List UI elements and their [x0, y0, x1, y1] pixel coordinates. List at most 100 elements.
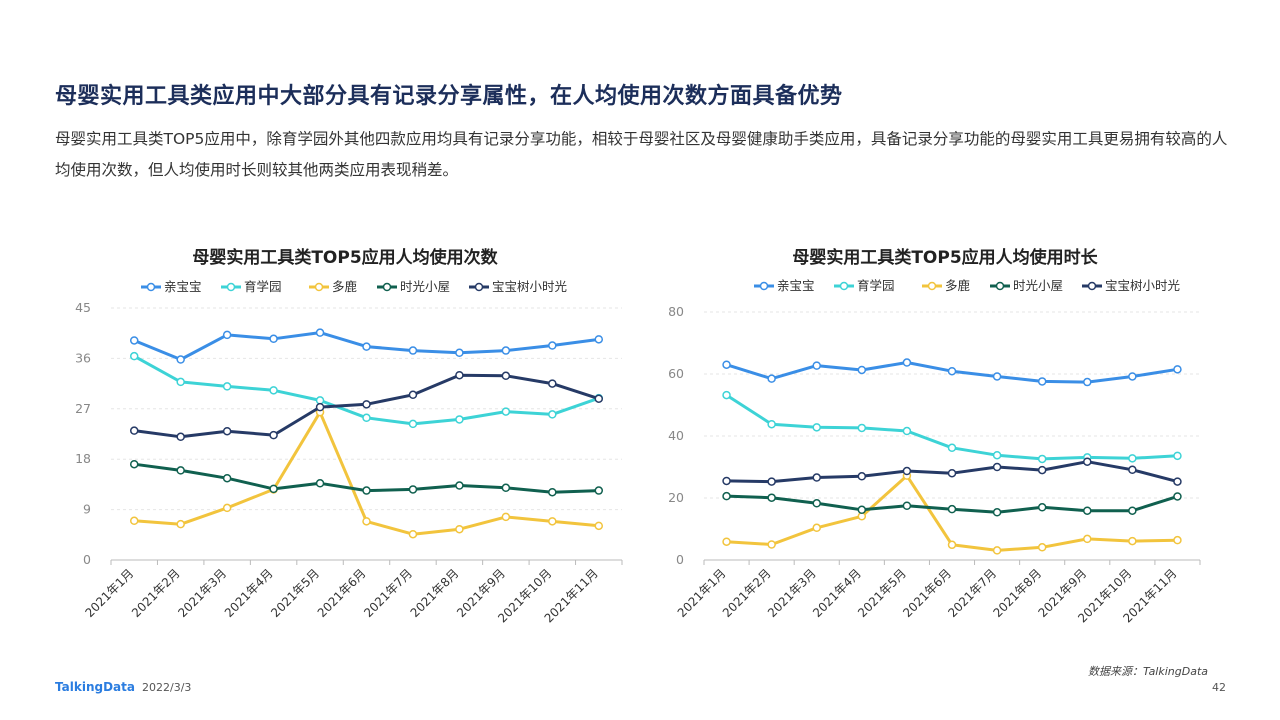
legend-item: 宝宝树小时光 [1082, 278, 1180, 293]
data-point [548, 487, 557, 497]
usage-count-chart: 母婴实用工具类TOP5应用人均使用次数 亲宝宝 育学园 多鹿 时光小屋 宝宝树小时光 0 9 1… [55, 240, 635, 630]
y-tick-label: 27 [75, 401, 91, 416]
data-point [362, 400, 371, 409]
intro-paragraph: 母婴实用工具类TOP5应用中，除育学园外其他四款应用均具有记录分享功能，相较于母… [55, 130, 1228, 179]
data-point [992, 508, 1002, 517]
data-point [594, 394, 604, 403]
data-point [594, 521, 604, 531]
legend-item: 亲宝宝 [141, 279, 202, 294]
data-point [501, 346, 511, 355]
data-point [812, 523, 821, 533]
data-point [1083, 534, 1092, 544]
data-point [455, 370, 464, 380]
data-point [1173, 535, 1182, 545]
data-point [129, 516, 139, 526]
data-point [548, 517, 557, 526]
data-point [1173, 451, 1182, 461]
data-point [501, 407, 511, 416]
data-point [857, 365, 867, 375]
data-point [812, 473, 821, 482]
data-point [176, 519, 185, 529]
data-point [767, 419, 776, 429]
data-point [1173, 365, 1182, 374]
data-point [857, 472, 867, 481]
data-point [1128, 506, 1137, 515]
data-point [455, 348, 464, 358]
data-point [1128, 454, 1137, 463]
data-point [767, 540, 776, 549]
data-point [129, 336, 139, 345]
data-point [1037, 454, 1047, 464]
data-point [269, 430, 278, 440]
data-point [722, 390, 731, 400]
data-point [129, 459, 139, 469]
data-point [176, 466, 185, 475]
series [129, 351, 604, 429]
usage-duration-chart: 母婴实用工具类TOP5应用人均使用时长 亲宝宝 育学园 多鹿 时光小屋 宝宝树小时光 0 20… [660, 240, 1230, 630]
data-point [1037, 377, 1047, 386]
data-point [455, 415, 464, 424]
data-point [1173, 492, 1182, 501]
x-tick-label: 2021年3月 [175, 566, 229, 620]
data-point [408, 485, 418, 494]
data-point [767, 374, 776, 383]
data-point [902, 426, 912, 436]
page-number: 42 [1212, 681, 1226, 694]
data-point [408, 419, 418, 429]
data-point [722, 476, 731, 486]
data-point [408, 529, 418, 539]
data-point [767, 477, 776, 486]
data-point [501, 483, 511, 493]
data-point [1083, 457, 1092, 466]
data-point [992, 450, 1002, 460]
data-point [176, 377, 185, 387]
x-tick-label: 2021年5月 [268, 566, 322, 620]
y-tick-label: 45 [75, 300, 91, 315]
data-point [269, 484, 278, 494]
data-point [501, 371, 511, 381]
legend-item: 宝宝树小时光 [469, 279, 567, 294]
legend-item: 多鹿 [309, 279, 357, 294]
x-tick-label: 2021年7月 [361, 566, 415, 620]
data-point [1128, 372, 1137, 381]
data-source: 数据来源：TalkingData [1088, 665, 1209, 678]
data-point [176, 432, 185, 442]
y-tick-label: 60 [668, 366, 684, 381]
legend-item: 时光小屋 [990, 278, 1063, 293]
data-point [129, 351, 139, 361]
data-point [548, 341, 557, 350]
legend-item: 时光小屋 [377, 279, 450, 294]
legend-label: 育学园 [244, 279, 282, 294]
data-point [315, 402, 325, 412]
legend-label: 育学园 [857, 278, 895, 293]
series [129, 370, 604, 442]
series [722, 471, 1182, 555]
page-headline: 母婴实用工具类应用中大部分具有记录分享属性，在人均使用次数方面具备优势 [55, 84, 843, 109]
y-tick-label: 80 [668, 304, 684, 319]
series [722, 358, 1182, 387]
data-point [812, 361, 821, 370]
data-point [455, 481, 464, 490]
chart-title: 母婴实用工具类TOP5应用人均使用时长 [792, 247, 1098, 268]
data-point [1128, 536, 1137, 546]
data-point [857, 505, 867, 515]
data-point [222, 503, 232, 513]
data-point [222, 382, 232, 391]
data-point [857, 423, 867, 433]
series [722, 491, 1182, 517]
data-point [269, 386, 278, 395]
x-tick-label: 2021年6月 [315, 566, 369, 620]
y-tick-label: 0 [676, 552, 684, 567]
x-tick-label: 2021年2月 [129, 566, 183, 620]
data-point [947, 366, 957, 376]
data-point [992, 462, 1002, 472]
data-point [501, 512, 511, 522]
data-point [1037, 503, 1047, 512]
data-point [315, 396, 325, 405]
y-tick-label: 20 [668, 490, 684, 505]
series [129, 459, 604, 497]
legend-item: 亲宝宝 [754, 278, 815, 293]
data-point [767, 493, 776, 502]
data-point [269, 334, 278, 344]
legend-label: 宝宝树小时光 [1105, 278, 1180, 293]
